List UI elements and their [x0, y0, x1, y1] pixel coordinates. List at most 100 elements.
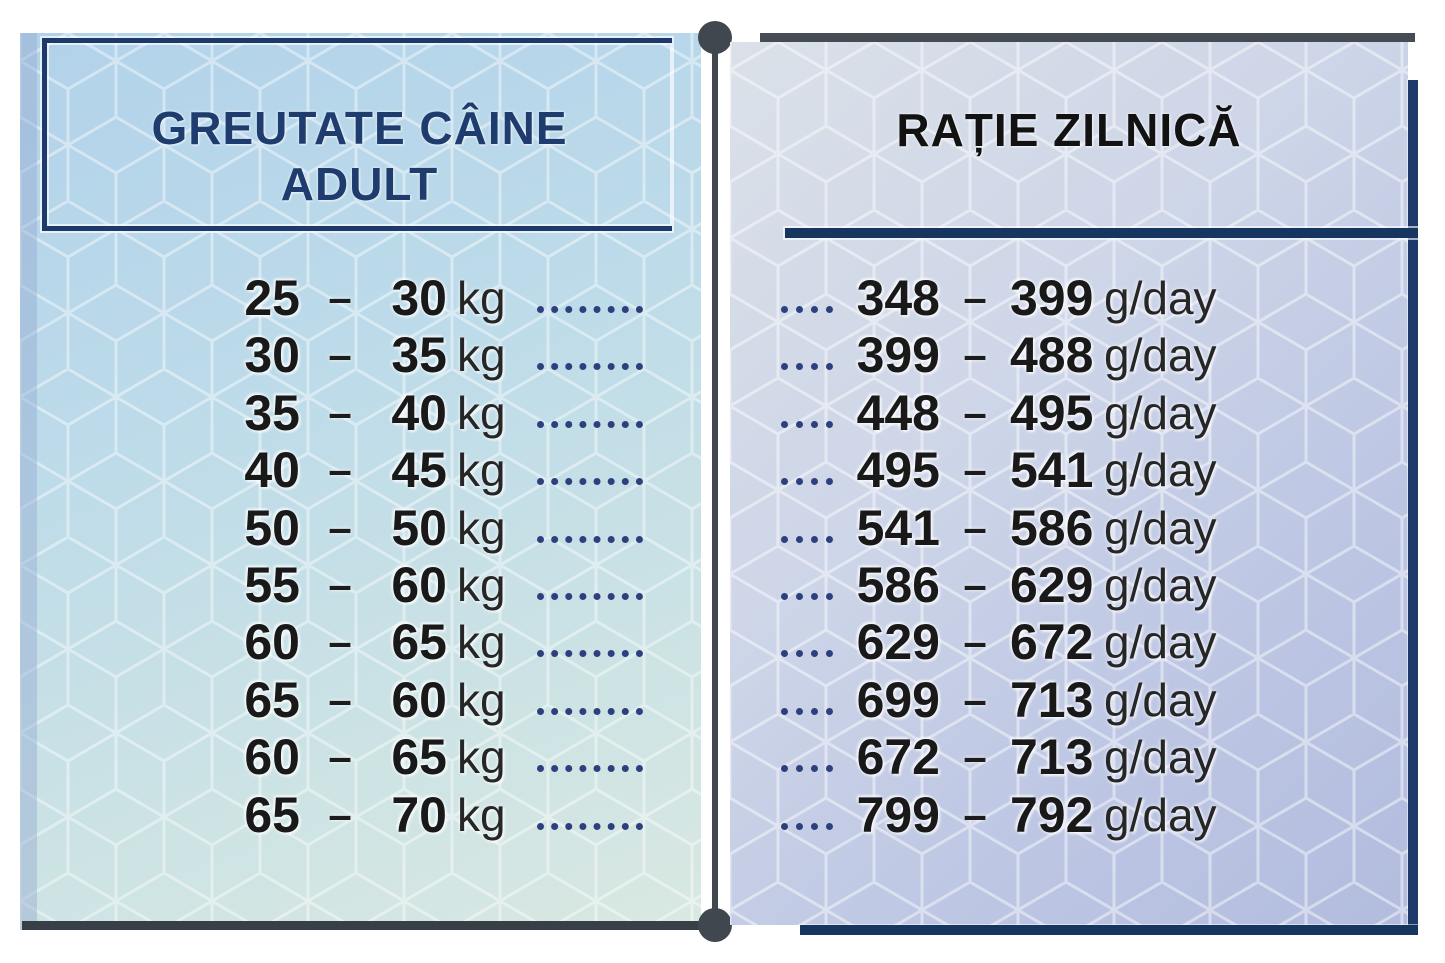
weight-to: 70: [391, 786, 447, 843]
dot-leader: [781, 822, 833, 830]
ration-panel-bottom-bar: [800, 925, 1418, 935]
weight-row: 55 – 60 kg: [20, 556, 701, 613]
weight-unit: kg: [457, 788, 506, 841]
range-dash: –: [328, 331, 352, 379]
dot-leader: [781, 478, 833, 486]
ration-row: 348 – 399 g/day: [730, 269, 1418, 326]
weight-unit: kg: [457, 673, 506, 726]
ration-row: 541 – 586 g/day: [730, 499, 1418, 556]
ration-to: 488: [1010, 327, 1094, 384]
ration-unit: g/day: [1104, 731, 1217, 784]
weight-title-line2: ADULT: [280, 157, 439, 210]
weight-panel: GREUTATE CÂINE ADULT 25 – 30 kg 30 – 35 …: [20, 33, 701, 930]
ration-from: 399: [856, 327, 940, 384]
ration-from: 672: [856, 729, 940, 786]
ration-row: 495 – 541 g/day: [730, 441, 1418, 498]
dot-leader: [537, 420, 643, 428]
ration-unit: g/day: [1104, 444, 1217, 497]
ration-panel-right-bar: [1408, 80, 1418, 935]
range-dash: –: [963, 331, 987, 379]
divider-top-dot: [698, 21, 732, 54]
dot-leader: [537, 535, 643, 543]
range-dash: –: [963, 503, 987, 551]
range-dash: –: [963, 675, 987, 723]
range-dash: –: [328, 733, 352, 781]
range-dash: –: [328, 675, 352, 723]
ration-panel-background: [730, 42, 1408, 925]
dot-leader: [781, 650, 833, 658]
ration-to: 399: [1010, 270, 1094, 326]
ration-to: 713: [1010, 729, 1094, 786]
range-dash: –: [963, 560, 987, 608]
ration-from: 495: [856, 442, 940, 499]
weight-unit: kg: [457, 731, 506, 784]
range-dash: –: [328, 388, 352, 436]
weight-to: 40: [391, 384, 447, 441]
weight-to: 35: [391, 327, 447, 384]
ration-row: 586 – 629 g/day: [730, 556, 1418, 613]
range-dash: –: [963, 274, 987, 321]
ration-row: 799 – 792 g/day: [730, 786, 1418, 843]
weight-from: 40: [244, 442, 300, 499]
range-dash: –: [328, 790, 352, 838]
range-dash: –: [963, 446, 987, 494]
ration-title-underline: [785, 228, 1418, 238]
ration-from: 699: [856, 671, 940, 728]
ration-unit: g/day: [1104, 788, 1217, 841]
ration-to: 629: [1010, 556, 1094, 613]
dot-leader: [781, 765, 833, 773]
dot-leader: [781, 420, 833, 428]
ration-to: 792: [1010, 786, 1094, 843]
range-dash: –: [328, 274, 352, 321]
weight-row: 60 – 65 kg: [20, 613, 701, 670]
range-dash: –: [963, 790, 987, 838]
weight-from: 30: [244, 327, 300, 384]
ration-to: 713: [1010, 671, 1094, 728]
dot-leader: [537, 363, 643, 371]
dot-leader: [537, 765, 643, 773]
ration-row: 399 – 488 g/day: [730, 326, 1418, 383]
weight-from: 55: [244, 556, 300, 613]
weight-unit: kg: [457, 272, 506, 324]
weight-unit: kg: [457, 386, 506, 439]
ration-unit: g/day: [1104, 386, 1217, 439]
weight-row: 30 – 35 kg: [20, 326, 701, 383]
ration-unit: g/day: [1104, 272, 1217, 324]
weight-to: 65: [391, 614, 447, 671]
dot-leader: [781, 363, 833, 371]
weight-to: 45: [391, 442, 447, 499]
ration-from: 348: [856, 270, 940, 326]
weight-from: 50: [244, 499, 300, 556]
divider-bottom-dot: [698, 908, 732, 942]
dot-leader: [781, 535, 833, 543]
weight-from: 25: [244, 270, 300, 326]
ration-from: 541: [856, 499, 940, 556]
ration-to: 541: [1010, 442, 1094, 499]
dot-leader: [781, 306, 833, 313]
weight-row: 50 – 50 kg: [20, 499, 701, 556]
weight-from: 65: [244, 786, 300, 843]
dot-leader: [537, 592, 643, 600]
ration-unit: g/day: [1104, 558, 1217, 611]
ration-unit: g/day: [1104, 329, 1217, 382]
cube-pattern-background: [730, 42, 1408, 925]
ration-title: RAȚIE ZILNICĂ: [896, 104, 1242, 156]
weight-row: 65 – 70 kg: [20, 786, 701, 843]
left-edge-strip: [20, 33, 37, 930]
weight-unit: kg: [457, 444, 506, 497]
range-dash: –: [328, 503, 352, 551]
dot-leader: [781, 592, 833, 600]
weight-to: 65: [391, 729, 447, 786]
dot-leader: [537, 306, 643, 313]
ration-row: 672 – 713 g/day: [730, 728, 1418, 785]
ration-row: 448 – 495 g/day: [730, 384, 1418, 441]
dot-leader: [537, 478, 643, 486]
ration-unit: g/day: [1104, 501, 1217, 554]
weight-unit: kg: [457, 501, 506, 554]
weight-header-box: GREUTATE CÂINE ADULT: [42, 38, 672, 231]
range-dash: –: [963, 618, 987, 666]
weight-row: 65 – 60 kg: [20, 671, 701, 728]
weight-from: 65: [244, 671, 300, 728]
ration-row: 629 – 672 g/day: [730, 613, 1418, 670]
